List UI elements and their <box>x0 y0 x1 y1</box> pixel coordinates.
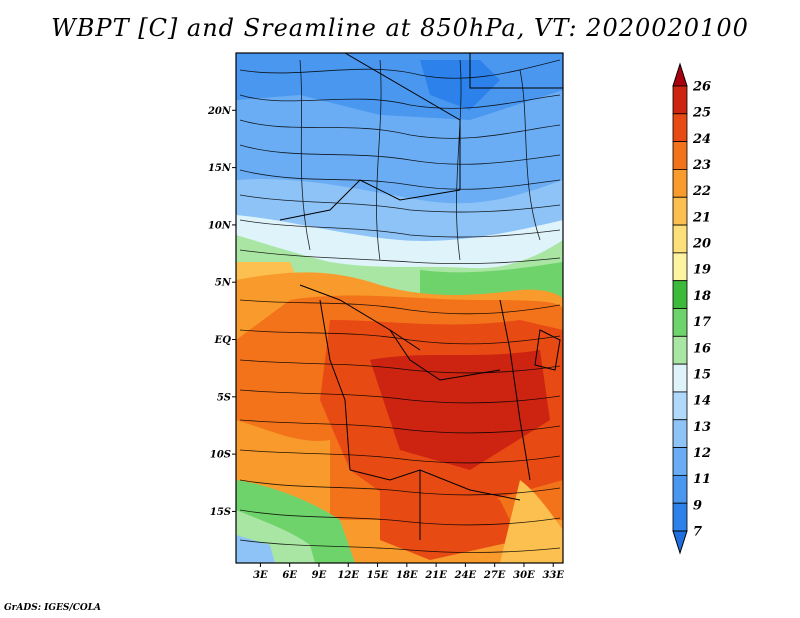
colorbar-label: 14 <box>693 394 711 409</box>
lat-tick-label: EQ <box>214 335 232 346</box>
lon-tick-label: 15E <box>367 570 389 581</box>
map-title: WBPT [C] and Sreamline at 850hPa, VT: 20… <box>51 14 749 42</box>
longitude-axis: 3E 6E 9E 12E 15E 18E 21E 24E 27E 30E 33E <box>253 563 564 581</box>
lat-tick-label: 10N <box>208 220 232 231</box>
colorbar-label: 9 <box>693 498 702 513</box>
colorbar-label: 24 <box>692 132 711 147</box>
colorbar-box <box>672 391 688 421</box>
colorbar-box <box>672 308 688 337</box>
lat-tick-label: 15S <box>210 507 231 518</box>
colorbar-label: 16 <box>693 341 711 356</box>
colorbar-box <box>672 363 688 393</box>
colorbar-box <box>672 85 688 115</box>
colorbar-label: 7 <box>693 525 702 540</box>
lon-tick-label: 33E <box>542 570 564 581</box>
colorbar-label: 25 <box>692 106 711 121</box>
lon-tick-label: 6E <box>282 570 297 581</box>
colorbar-label: 18 <box>693 289 711 304</box>
colorbar-label: 12 <box>693 446 711 461</box>
colorbar: 7 9 11 12 13 14 15 16 17 18 19 20 21 22 23 24 25 26 <box>672 62 711 555</box>
lat-tick-label: 15N <box>208 163 232 174</box>
lon-tick-label: 27E <box>483 570 506 581</box>
lat-tick-label: 5S <box>217 392 231 403</box>
lat-tick-label: 20N <box>207 106 232 117</box>
colorbar-box <box>672 141 688 170</box>
latitude-axis: 20N 15N 10N 5N EQ 5S 10S 15S <box>207 106 236 518</box>
colorbar-box <box>672 196 688 226</box>
country-borders <box>279 53 563 540</box>
wbpt-field <box>236 53 563 563</box>
lon-tick-label: 24E <box>454 570 477 581</box>
map-frame <box>235 52 564 564</box>
colorbar-label: 22 <box>692 184 711 199</box>
colorbar-box <box>672 169 688 198</box>
colorbar-label: 11 <box>693 472 711 487</box>
colorbar-label: 26 <box>692 80 711 95</box>
lon-tick-label: 30E <box>513 570 535 581</box>
grads-credit: GrADS: IGES/COLA <box>4 603 102 613</box>
colorbar-box <box>672 113 688 143</box>
streamlines <box>239 59 561 554</box>
colorbar-box <box>672 252 688 282</box>
colorbar-box <box>672 224 688 254</box>
colorbar-top-arrow <box>672 62 688 87</box>
lat-tick-label: 5N <box>215 278 232 289</box>
lon-tick-label: 18E <box>396 570 418 581</box>
colorbar-bottom-arrow <box>672 530 688 555</box>
colorbar-box <box>672 502 688 532</box>
lon-tick-label: 12E <box>337 570 359 581</box>
colorbar-box <box>672 280 688 309</box>
colorbar-label: 20 <box>692 237 711 252</box>
colorbar-label: 23 <box>692 158 711 173</box>
colorbar-label: 21 <box>692 210 711 225</box>
colorbar-box <box>672 419 688 448</box>
lon-tick-label: 3E <box>253 570 268 581</box>
colorbar-label: 13 <box>693 420 711 435</box>
lon-tick-label: 21E <box>424 570 447 581</box>
colorbar-box <box>672 335 688 365</box>
lat-tick-label: 10S <box>210 450 231 461</box>
colorbar-label: 19 <box>693 263 711 278</box>
colorbar-box <box>672 447 688 476</box>
colorbar-label: 15 <box>693 367 711 382</box>
colorbar-box <box>672 474 688 504</box>
lon-tick-label: 9E <box>312 570 327 581</box>
colorbar-label: 17 <box>693 315 711 330</box>
